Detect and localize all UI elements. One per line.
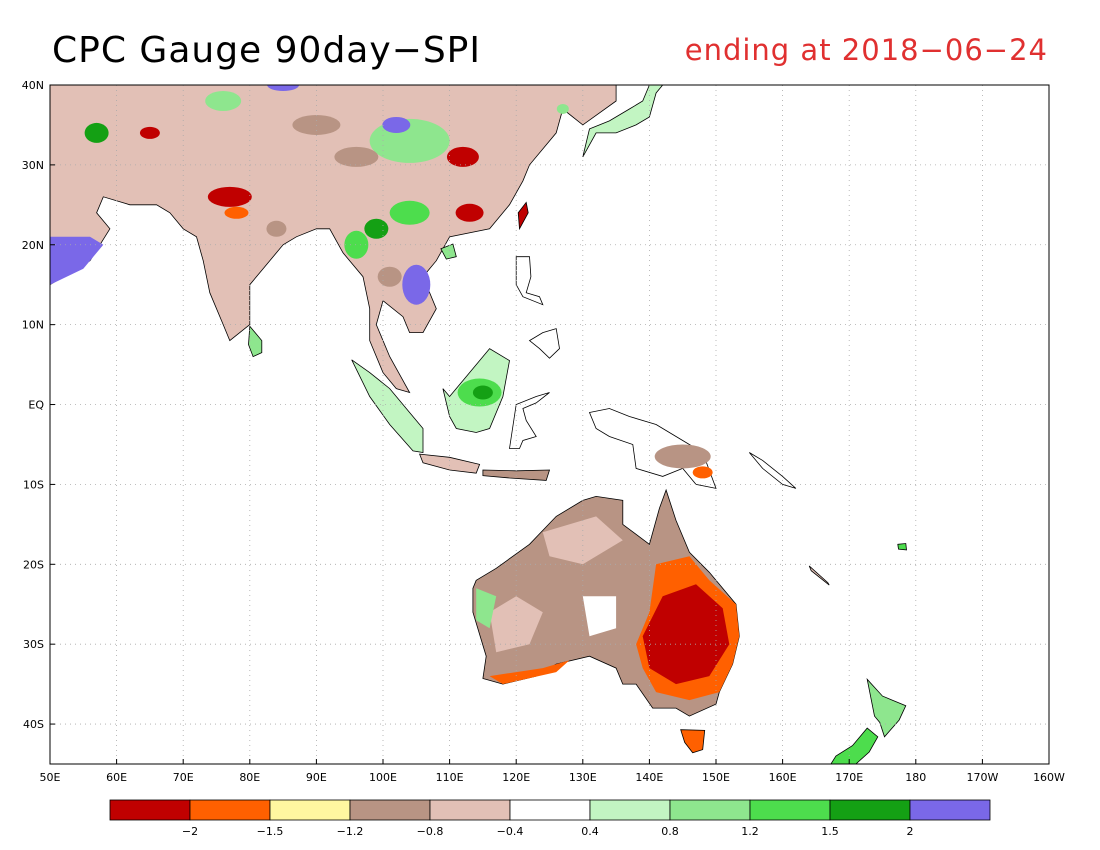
- lat-tick-label: EQ: [28, 399, 44, 412]
- yunnan-wet: [364, 218, 389, 239]
- land-layer: [50, 85, 907, 764]
- colorbar-swatch: [189, 799, 271, 821]
- sumatra: [351, 359, 424, 453]
- sulawesi: [509, 392, 550, 449]
- colorbar-swatch: [509, 799, 591, 821]
- colorbar-swatch: [269, 799, 351, 821]
- tibet-wet: [205, 90, 242, 111]
- china-dry-patch: [446, 146, 479, 167]
- australia-sw-wet: [476, 588, 497, 629]
- iran-dry: [139, 126, 160, 139]
- colorbar-swatch: [589, 799, 671, 821]
- lat-tick-label: 30S: [23, 638, 44, 651]
- hainan: [440, 243, 457, 260]
- map-subtitle: ending at 2018−06−24: [684, 33, 1048, 67]
- australia-west-light: [489, 596, 543, 653]
- lon-tick-label: 130E: [569, 771, 597, 784]
- png-east-dry: [692, 466, 713, 479]
- mongolia-wet: [267, 85, 300, 91]
- map-title: CPC Gauge 90day−SPI: [52, 30, 482, 71]
- lon-tick-label: 170W: [966, 771, 998, 784]
- colorbar-swatch: [749, 799, 831, 821]
- australia-south-dry: [489, 660, 570, 685]
- australia-central-normal: [582, 596, 617, 637]
- new-zealand-south: [830, 727, 879, 764]
- fiji: [897, 543, 907, 551]
- lon-tick-label: 180: [905, 771, 926, 784]
- new-caledonia: [808, 565, 830, 586]
- lon-tick-label: 60E: [106, 771, 127, 784]
- lon-tick-label: 110E: [436, 771, 464, 784]
- java: [418, 453, 481, 474]
- lon-tick-label: 160W: [1033, 771, 1065, 784]
- lon-tick-label: 100E: [369, 771, 397, 784]
- taiwan: [517, 201, 529, 231]
- colorbar-swatch: [429, 799, 511, 821]
- china-south-wet: [389, 200, 430, 225]
- lon-tick-label: 140E: [635, 771, 663, 784]
- lat-tick-label: 10S: [23, 478, 44, 491]
- lon-tick-label: 150E: [702, 771, 730, 784]
- new-zealand-north: [866, 677, 907, 738]
- latitude-axis: 40N 30N 20N 10N EQ 10S 20S 30S 40S: [22, 79, 55, 731]
- myanmar-wet: [344, 230, 369, 259]
- india-north-dry: [207, 186, 252, 207]
- lat-tick-label: 30N: [22, 159, 44, 172]
- lat-tick-label: 40N: [22, 79, 44, 92]
- colorbar-label: −0.4: [497, 825, 524, 838]
- colorbar: −2 −1.5 −1.2 −0.8 −0.4 0.4 0.8 1.2 1.5 2: [109, 799, 991, 838]
- tasmania: [680, 729, 706, 754]
- china-south-dry: [455, 203, 484, 222]
- grid-layer: [50, 85, 1049, 764]
- map-frame: [49, 84, 1050, 765]
- solomon-islands: [748, 452, 797, 489]
- colorbar-label: 0.8: [661, 825, 679, 838]
- india-central-light: [231, 230, 268, 259]
- pakistan-wet: [84, 122, 109, 143]
- colorbar-label: −0.8: [417, 825, 444, 838]
- indochina-wet: [402, 264, 431, 305]
- colorbar-label: −1.5: [257, 825, 284, 838]
- tibet-dry: [292, 114, 341, 135]
- lon-tick-label: 80E: [239, 771, 260, 784]
- colorbar-label: −1.2: [337, 825, 364, 838]
- borneo-very-wet: [472, 385, 493, 400]
- sri-lanka: [248, 325, 263, 358]
- lat-tick-label: 10N: [22, 319, 44, 332]
- india-north-orange: [224, 206, 249, 219]
- lon-tick-label: 50E: [40, 771, 61, 784]
- arabia-wet: [50, 236, 104, 285]
- longitude-axis: 50E 60E 70E 80E 90E 100E 110E 120E 130E 140E 150E 1…: [40, 759, 1065, 784]
- colorbar-label: 1.2: [741, 825, 759, 838]
- lat-tick-label: 20S: [23, 558, 44, 571]
- colorbar-label: 0.4: [581, 825, 599, 838]
- colorbar-swatch: [109, 799, 191, 821]
- lon-tick-label: 170E: [835, 771, 863, 784]
- india-east-dry: [266, 220, 287, 237]
- colorbar-swatch: [669, 799, 751, 821]
- china-dry-patch-2: [334, 146, 379, 167]
- lon-tick-label: 120E: [502, 771, 530, 784]
- korea-wet: [556, 103, 569, 114]
- philippines-mindanao: [528, 328, 560, 359]
- japan: [582, 85, 664, 158]
- lon-tick-label: 70E: [173, 771, 194, 784]
- colorbar-swatch: [909, 799, 991, 821]
- lon-tick-label: 160E: [769, 771, 797, 784]
- thailand-dry: [377, 266, 402, 287]
- china-very-wet: [382, 116, 411, 133]
- colorbar-swatch: [829, 799, 911, 821]
- colorbar-swatch: [349, 799, 431, 821]
- png-highlands-dry: [654, 444, 711, 469]
- philippines-luzon: [515, 256, 544, 306]
- australia-east-extreme: [642, 584, 730, 685]
- colorbar-label: 1.5: [821, 825, 839, 838]
- colorbar-label: 2: [907, 825, 914, 838]
- lat-tick-label: 40S: [23, 718, 44, 731]
- lon-tick-label: 90E: [306, 771, 327, 784]
- colorbar-label: −2: [182, 825, 198, 838]
- lat-tick-label: 20N: [22, 239, 44, 252]
